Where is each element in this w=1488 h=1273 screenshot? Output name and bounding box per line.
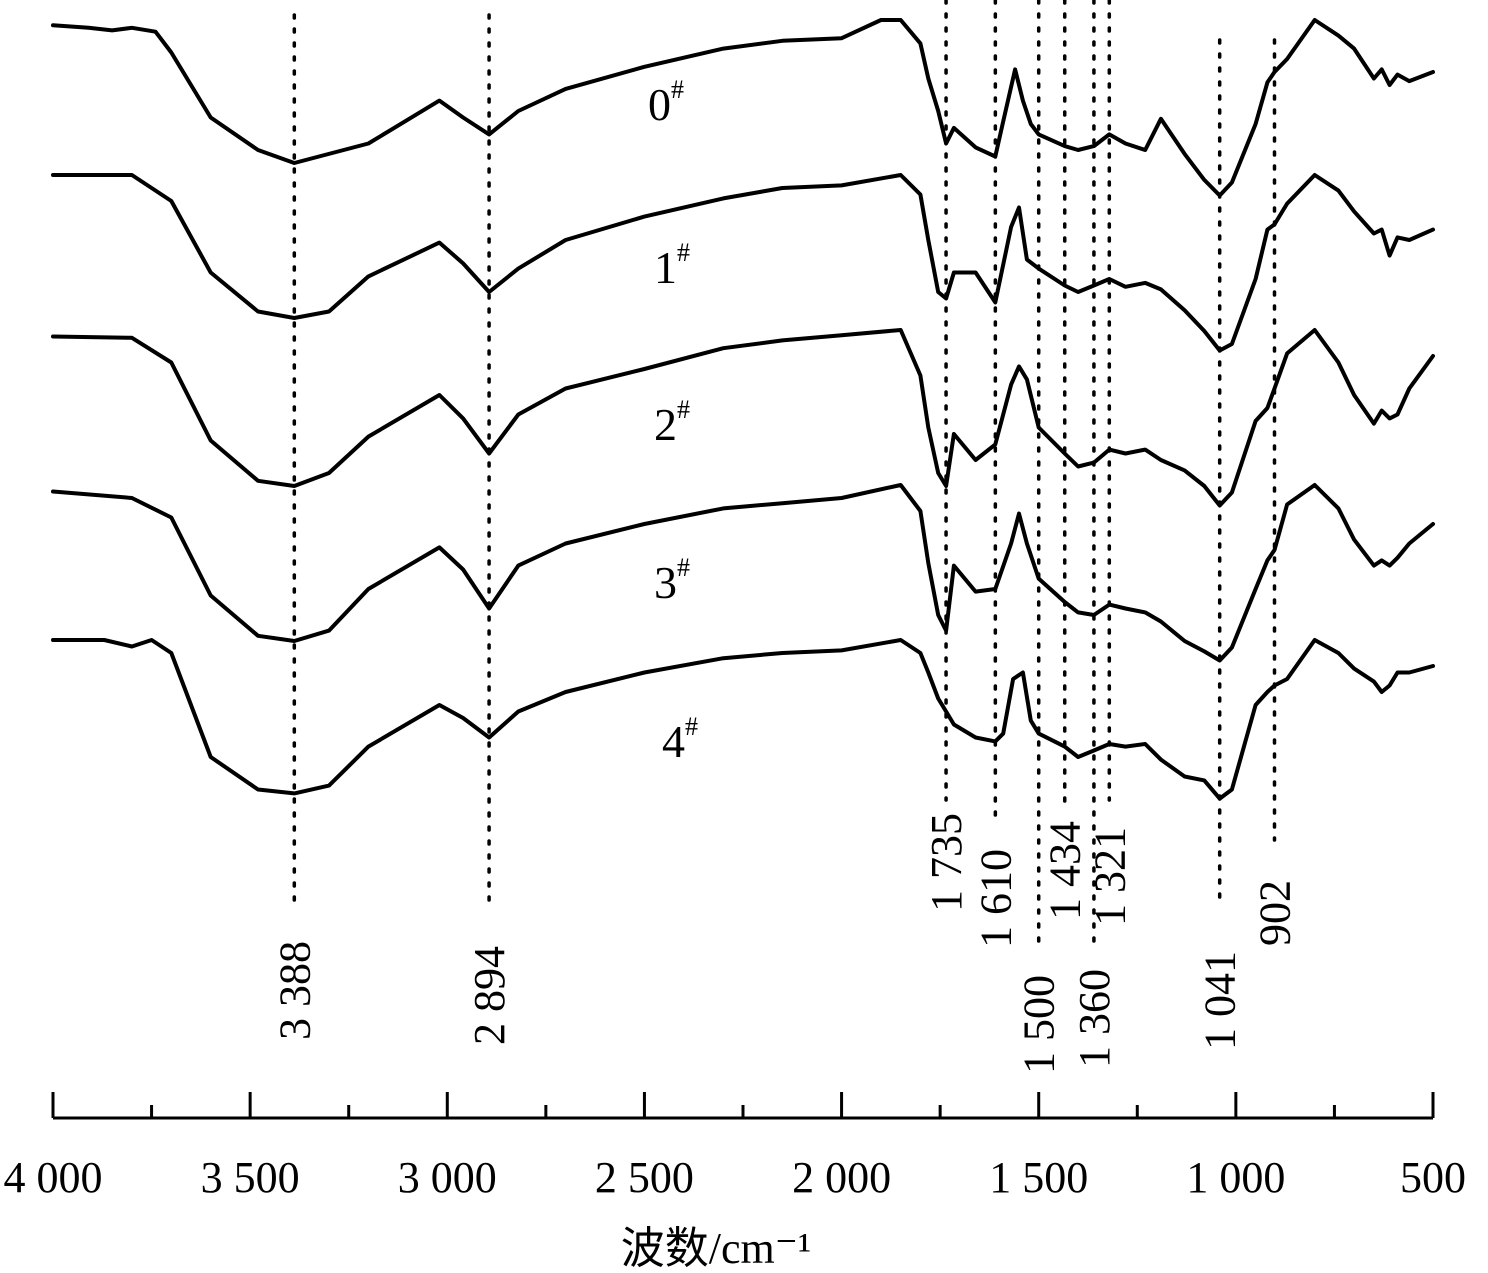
x-axis-ticks: [51, 1092, 1435, 1118]
peak-label-1360: 1 360: [1070, 969, 1119, 1068]
spectrum-line-2: [51, 328, 1435, 508]
spectrum-line-0: [51, 18, 1435, 198]
x-axis-tick-labels: 4 000 3 500 3 000 2 500 2 000 1 500 1 000 500: [4, 1153, 1467, 1202]
peak-label-1610: 1 610: [971, 849, 1020, 948]
x-tick-label: 2 000: [792, 1153, 891, 1202]
peak-label-1041: 1 041: [1196, 951, 1245, 1050]
peak-label-3388: 3 388: [270, 941, 319, 1040]
spectrum-line-4: [51, 638, 1435, 801]
series-label-2: 2#: [654, 395, 690, 450]
series-label-3: 3#: [654, 553, 690, 608]
spectrum-line-1: [51, 173, 1435, 353]
series-labels: 0# 1# 2# 3# 4#: [648, 75, 698, 767]
x-tick-label: 3 500: [201, 1153, 300, 1202]
x-tick-label: 3 000: [398, 1153, 497, 1202]
x-tick-label: 1 000: [1186, 1153, 1285, 1202]
peak-label-902: 902: [1250, 880, 1299, 946]
peak-label-1321: 1 321: [1085, 827, 1134, 926]
peak-label-2894: 2 894: [465, 946, 514, 1045]
series-label-0: 0#: [648, 75, 684, 130]
x-tick-label: 4 000: [4, 1153, 103, 1202]
x-tick-label: 1 500: [989, 1153, 1088, 1202]
spectrum-line-3: [51, 483, 1435, 663]
x-tick-label: 500: [1400, 1153, 1466, 1202]
series-label-4: 4#: [662, 712, 698, 767]
peak-reference-lines: [292, 0, 1277, 952]
peak-labels: 3 388 2 894 1 735 1 610 1 500 1 434 1 360 1 321…: [270, 813, 1299, 1074]
spectrum-series-group: [51, 18, 1435, 801]
peak-label-1735: 1 735: [922, 813, 971, 912]
series-label-1: 1#: [654, 238, 690, 293]
x-tick-label: 2 500: [595, 1153, 694, 1202]
peak-label-1500: 1 500: [1015, 975, 1064, 1074]
x-axis: 4 000 3 500 3 000 2 500 2 000 1 500 1 000 500: [4, 1092, 1467, 1202]
x-axis-title: 波数/cm⁻¹: [621, 1224, 811, 1273]
peak-label-1434: 1 434: [1041, 821, 1090, 920]
